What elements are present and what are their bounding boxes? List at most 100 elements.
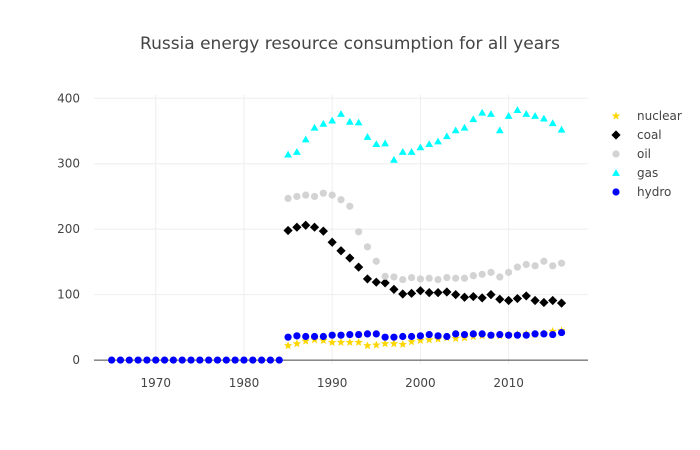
hydro-point	[469, 330, 477, 338]
hydro-point	[169, 356, 177, 364]
hydro-point	[134, 356, 142, 364]
gas-point	[319, 119, 328, 127]
y-tick-label: 300	[57, 157, 80, 171]
hydro-point	[540, 330, 548, 338]
hydro-point	[196, 356, 204, 364]
y-tick-label: 100	[57, 288, 80, 302]
oil-point	[557, 259, 566, 267]
oil-point	[549, 262, 557, 270]
y-tick-label: 400	[57, 91, 80, 105]
oil-point	[460, 274, 469, 282]
coal-point	[486, 290, 496, 300]
nuclear-point	[425, 335, 434, 344]
coal-point	[548, 295, 558, 306]
gas-point	[442, 132, 451, 140]
legend-label: oil	[637, 147, 651, 161]
gas-point	[434, 137, 442, 145]
hydro-point	[346, 330, 354, 339]
legend-marker-coal	[611, 130, 621, 140]
series-gas	[284, 106, 566, 163]
nuclear-point	[416, 336, 425, 344]
gas-point	[557, 125, 566, 133]
gas-point	[478, 108, 487, 116]
legend-item-nuclear[interactable]: nuclear	[611, 109, 682, 123]
hydro-point	[328, 331, 336, 339]
nuclear-point	[345, 338, 355, 346]
hydro-point	[513, 331, 522, 339]
oil-point	[425, 274, 433, 282]
gas-point	[345, 117, 354, 125]
legend-item-oil[interactable]: oil	[612, 147, 651, 161]
hydro-point	[460, 330, 469, 339]
hydro-point	[522, 331, 530, 339]
hydro-point	[372, 330, 380, 338]
oil-point	[487, 268, 495, 276]
hydro-point	[258, 356, 266, 364]
gas-point	[398, 148, 407, 155]
legend-item-coal[interactable]: coal	[611, 128, 662, 142]
gas-point	[531, 112, 539, 119]
hydro-point	[125, 356, 133, 364]
nuclear-point	[451, 334, 460, 343]
coal-point	[406, 288, 417, 298]
gas-point	[381, 139, 390, 147]
coal-point	[354, 262, 364, 272]
hydro-point	[293, 332, 301, 340]
coal-point	[283, 225, 293, 236]
gas-point	[460, 123, 469, 131]
oil-point	[372, 257, 380, 265]
nuclear-point	[283, 341, 293, 350]
nuclear-point	[389, 339, 399, 348]
hydro-point	[205, 356, 213, 364]
hydro-point	[178, 356, 186, 364]
plot-area	[108, 106, 567, 364]
oil-point	[284, 194, 292, 203]
coal-point	[451, 290, 461, 300]
coal-point	[556, 298, 567, 308]
nuclear-point	[301, 336, 310, 345]
hydro-point	[487, 331, 495, 339]
legend-item-gas[interactable]: gas	[612, 166, 658, 180]
hydro-point	[425, 330, 433, 339]
oil-point	[293, 192, 301, 201]
oil-point	[540, 257, 548, 265]
hydro-point	[249, 356, 257, 364]
legend-marker-oil	[612, 150, 620, 158]
legend[interactable]: nuclear coal oil gas hydro	[611, 109, 682, 199]
legend-marker-hydro	[612, 188, 620, 196]
oil-point	[346, 202, 354, 210]
hydro-point	[213, 356, 222, 364]
gas-point	[354, 118, 363, 126]
nuclear-point	[548, 326, 557, 335]
oil-point	[390, 273, 398, 281]
gas-point	[328, 116, 337, 124]
coal-point	[468, 291, 478, 302]
coal-point	[362, 274, 373, 284]
hydro-point	[549, 330, 557, 339]
gas-point	[372, 140, 381, 148]
coal-point	[433, 288, 443, 298]
oil-point	[496, 273, 504, 281]
legend-item-hydro[interactable]: hydro	[612, 185, 671, 199]
hydro-point	[496, 330, 504, 339]
hydro-point	[381, 333, 389, 341]
hydro-point	[337, 331, 345, 339]
x-tick-label: 1990	[317, 376, 348, 390]
legend-marker-nuclear	[611, 111, 621, 120]
coal-point	[371, 277, 381, 287]
coal-point	[292, 222, 302, 232]
hydro-point	[407, 332, 416, 341]
x-tick-label: 2010	[493, 376, 524, 390]
gas-point	[522, 110, 531, 117]
oil-point	[328, 191, 336, 199]
gas-point	[337, 110, 345, 117]
nuclear-point	[327, 338, 337, 346]
hydro-point	[240, 356, 248, 364]
gas-point	[539, 114, 548, 122]
hydro-point	[116, 356, 125, 364]
oil-point	[337, 196, 345, 204]
oil-point	[399, 275, 407, 284]
hydro-point	[505, 331, 513, 339]
coal-point	[336, 246, 346, 256]
oil-point	[302, 191, 310, 199]
